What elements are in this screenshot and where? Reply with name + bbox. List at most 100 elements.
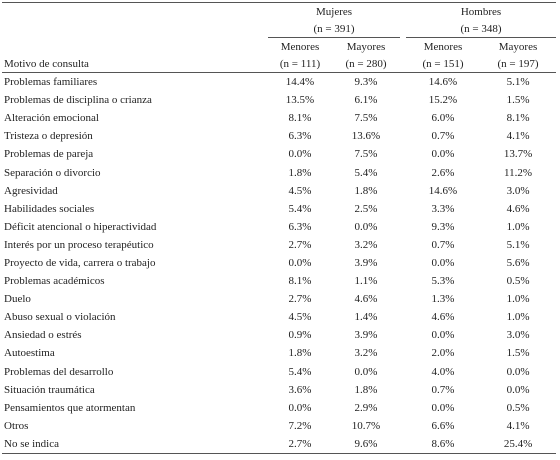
row-label: Proyecto de vida, carrera o trabajo [4,256,156,269]
cell-value: 14.6% [428,184,458,197]
subgroup-n: (n = 197) [480,55,557,73]
cell-value: 1.5% [506,347,530,360]
cell-value: 2.6% [431,166,455,179]
cell-value: 5.1% [506,76,530,89]
row-label: Problemas del desarrollo [4,365,114,378]
cell-value: 0.0% [506,383,530,396]
row-label: Pensamientos que atormentan [4,401,136,414]
group-n: (n = 391) [268,20,401,38]
table-row: Agresividad 4.5% 1.8% 14.6% 3.0% [2,182,556,200]
cell-value: 9.3% [354,76,378,89]
header-row: (n = 391) (n = 348) [2,20,557,38]
cell-value: 3.9% [354,329,378,342]
cell-value: 7.5% [354,148,378,161]
row-label: Problemas de disciplina o crianza [4,94,152,107]
table-row: Autoestima 1.8% 3.2% 2.0% 1.5% [2,344,556,362]
header-row: Menores Mayores Menores Mayores [2,38,556,56]
cell-value: 1.4% [354,311,378,324]
cell-value: 11.2% [504,166,533,179]
cell-value: 3.9% [354,256,378,269]
cell-value: 5.6% [506,256,530,269]
spacer [400,2,407,20]
table-row: Abuso sexual o violación 4.5% 1.4% 4.6% 1.0% [2,308,556,326]
cell-value: 13.6% [351,130,381,143]
cell-value: 8.6% [406,434,481,454]
cell-value: 1.8% [354,184,378,197]
table: Mujeres Hombres (n = 391) (n = 348) Menores M… [2,2,557,454]
cell-value: 1.3% [431,293,455,306]
table-row: Problemas del desarrollo 5.4% 0.0% 4.0% 0.0% [2,363,556,381]
cell-value: 10.7% [351,419,381,432]
subgroup-n: (n = 151) [406,55,481,73]
cell-value: 0.5% [506,275,530,288]
table-body: Problemas familiares 14.4% 9.3% 14.6% 5.1% Pr… [2,73,557,454]
table-row: Separación o divorcio 1.8% 5.4% 2.6% 11.2% [2,163,556,181]
table-row: Situación traumática 3.6% 1.8% 0.7% 0.0% [2,381,556,399]
row-label: Déficit atencional o hiperactividad [4,220,157,233]
spacer [2,20,268,38]
cell-value: 4.6% [431,311,455,324]
cell-value: 3.2% [354,347,378,360]
cell-value: 8.1% [506,112,530,125]
cell-value: 0.0% [431,256,455,269]
subgroup-title: Mayores [346,40,386,53]
table-row: Problemas familiares 14.4% 9.3% 14.6% 5.1% [2,73,556,92]
group-title: Hombres [406,2,557,20]
cell-value: 4.5% [288,311,312,324]
cell-value: 6.6% [431,419,455,432]
row-label: Problemas de pareja [4,148,94,161]
cell-value: 0.9% [288,329,312,342]
row-label: Interés por un proceso terapéutico [4,238,154,251]
cell-value: 1.8% [288,166,312,179]
cell-value: 6.1% [354,94,378,107]
cell-value: 4.6% [354,293,378,306]
cell-value: 9.3% [431,220,455,233]
row-label: Duelo [4,293,31,306]
cell-value: 2.7% [288,238,312,251]
row-label: Autoestima [4,347,55,360]
spacer [2,2,268,20]
cell-value: 2.9% [354,401,378,414]
table-row: Déficit atencional o hiperactividad 6.3% 0… [2,218,556,236]
cell-value: 2.7% [268,434,332,454]
table-row: Problemas de disciplina o crianza 13.5% 6.… [2,91,556,109]
cell-value: 0.0% [506,365,530,378]
cell-value: 0.0% [288,148,312,161]
cell-value: 4.0% [431,365,455,378]
cell-value: 0.0% [288,256,312,269]
cell-value: 3.6% [288,383,312,396]
cell-value: 5.4% [354,166,378,179]
row-label: No se indica [2,434,268,454]
cell-value: 3.2% [354,238,378,251]
cell-value: 4.1% [506,419,530,432]
cell-value: 3.0% [506,184,530,197]
row-label: Situación traumática [4,383,95,396]
row-label: Separación o divorcio [4,166,101,179]
column-label: Motivo de consulta [2,55,268,73]
table-row: Alteración emocional 8.1% 7.5% 6.0% 8.1% [2,109,556,127]
table-row: Interés por un proceso terapéutico 2.7% 3.… [2,236,556,254]
spacer [2,38,268,56]
cell-value: 1.0% [506,311,530,324]
row-label: Problemas académicos [4,275,105,288]
row-label: Agresividad [4,184,58,197]
cell-value: 5.3% [431,275,455,288]
cell-value: 15.2% [428,94,458,107]
subgroup-title: Mayores [498,40,538,53]
cell-value: 5.1% [506,238,530,251]
cell-value: 1.5% [506,94,530,107]
cell-value: 6.3% [288,130,312,143]
cell-value: 2.7% [288,293,312,306]
cell-value: 4.5% [288,184,312,197]
cell-value: 9.6% [332,434,401,454]
cell-value: 8.1% [288,275,312,288]
subgroup-title: Menores [280,40,320,53]
table-row: Otros 7.2% 10.7% 6.6% 4.1% [2,417,556,435]
cell-value: 0.5% [506,401,530,414]
row-label: Problemas familiares [4,76,98,89]
cell-value: 4.6% [506,202,530,215]
cell-value: 1.0% [506,220,530,233]
header-row: Motivo de consulta (n = 111) (n = 280) (n =… [2,55,557,73]
table-row: Problemas académicos 8.1% 1.1% 5.3% 0.5% [2,272,556,290]
